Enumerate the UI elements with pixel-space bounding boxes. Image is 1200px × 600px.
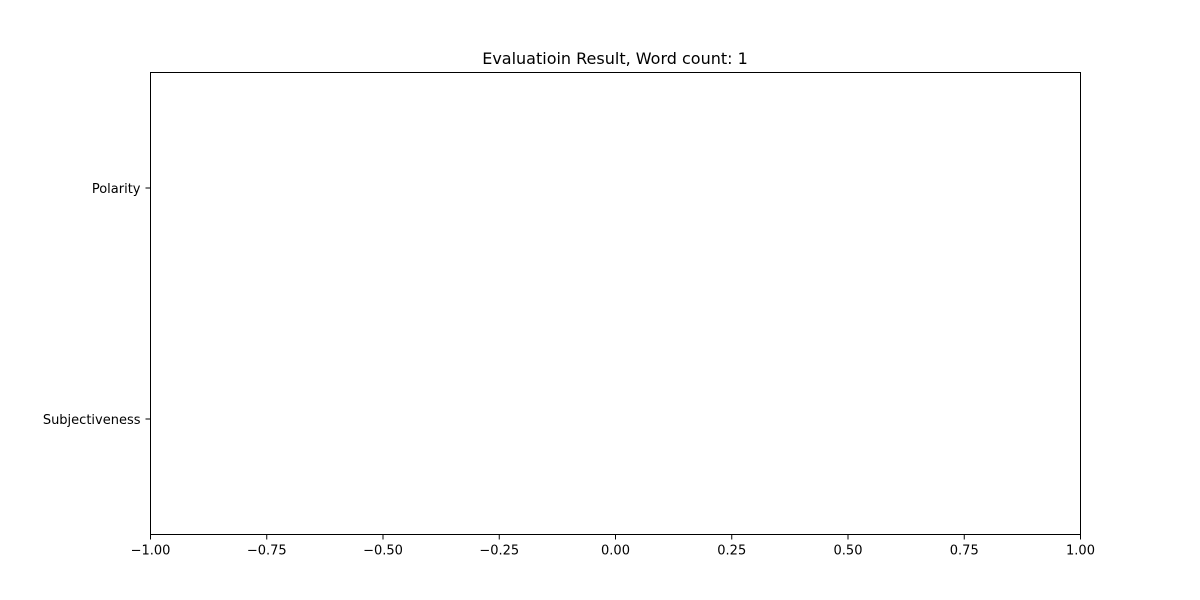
x-tick-label: −1.00	[131, 544, 171, 559]
x-tick-label: −0.25	[479, 544, 519, 559]
x-tick-label: −0.75	[247, 544, 287, 559]
plot-frame	[150, 72, 1081, 535]
x-tick-label: 0.25	[717, 544, 746, 559]
y-tick-label: Polarity	[92, 182, 141, 197]
axes-layer: −1.00 −0.75 −0.50 −0.25 0.00 0.25 0.50 0.75 1.00…	[43, 182, 1095, 559]
x-tick-label: 0.00	[601, 544, 630, 559]
x-tick-label: 1.00	[1066, 544, 1095, 559]
y-tick-label: Subjectiveness	[43, 413, 141, 428]
x-tick-label: −0.50	[363, 544, 403, 559]
chart-title: Evaluatioin Result, Word count: 1	[482, 49, 748, 68]
x-tick-label: 0.50	[834, 544, 863, 559]
x-tick-label: 0.75	[950, 544, 979, 559]
